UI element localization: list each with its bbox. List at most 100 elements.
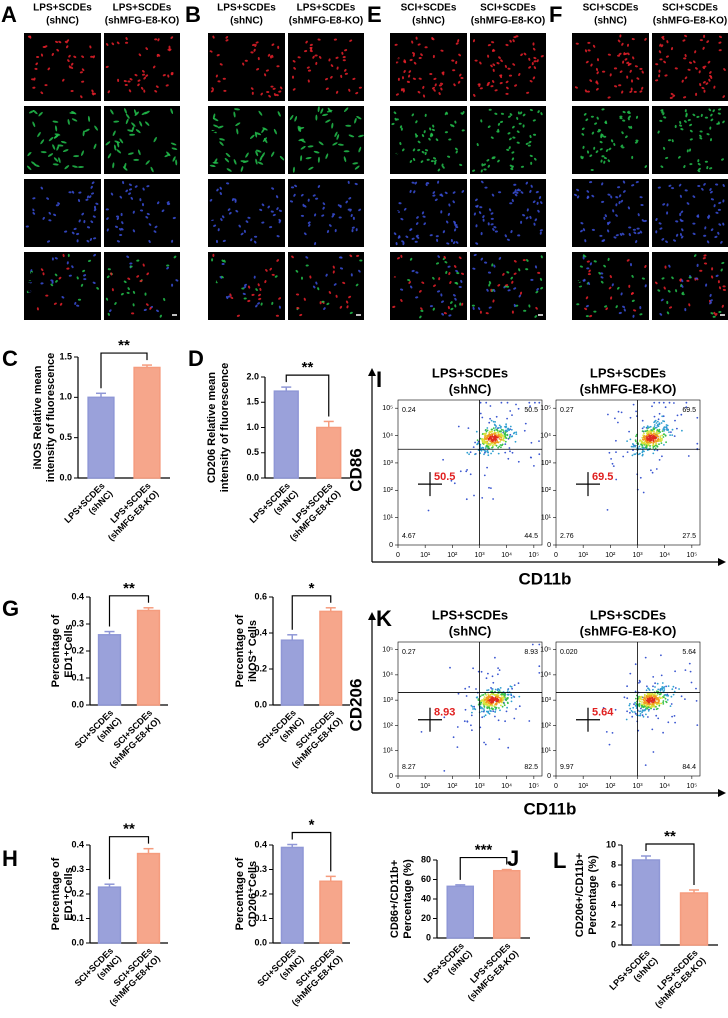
event [681,429,683,432]
event [646,438,649,441]
event [507,437,510,440]
cell [120,227,124,231]
event [538,440,540,442]
event [641,419,644,422]
cell [55,40,59,44]
cell [67,253,70,258]
event [653,449,656,452]
cell [477,307,481,311]
y-tick-label: 0 [426,932,431,942]
y-tick-label: 2 [611,919,616,929]
event [685,401,688,404]
event [653,696,656,699]
cell [445,270,448,274]
cell [512,136,516,139]
cell [514,189,517,193]
micrograph [104,252,180,320]
cell [450,301,453,304]
event [661,430,664,432]
event [632,706,635,709]
event [648,442,651,445]
cell [356,254,360,257]
cell [32,86,36,89]
event [644,764,647,766]
cell [129,133,136,136]
event [663,696,665,699]
event [632,449,634,451]
cell [343,156,347,163]
cell [411,40,414,44]
cell [490,223,494,226]
micrograph: ED1 [390,33,467,101]
cell [444,112,448,116]
x-tick-label: 10³ [474,783,485,790]
y-tick-label: 0.4 [71,591,84,601]
event [641,714,644,717]
event [486,696,488,699]
event [538,453,541,456]
event [648,698,651,700]
cell [320,108,324,114]
plot-frame [397,641,543,777]
cell [421,281,425,284]
cell [579,265,583,268]
cell [307,69,312,72]
cell [593,260,597,263]
micrograph [288,106,364,174]
cell [91,181,95,185]
cell [718,310,722,314]
cell [674,124,677,129]
cell [349,254,353,258]
cell [578,285,582,288]
cell [451,59,455,62]
event [664,434,667,437]
event [488,707,491,710]
event [652,434,655,437]
cell [145,47,148,50]
cell [210,218,214,221]
event [652,447,655,449]
event [494,715,496,718]
event [499,687,502,689]
error-bar [323,420,334,428]
cell [211,129,217,134]
cell [448,272,451,276]
cell [582,279,586,282]
column-header: SCI+SCDEs [480,3,536,14]
cell [476,204,479,208]
y-axis-label: intensity of fluorescence [219,363,231,493]
cell [528,66,532,69]
y-tick-label: 0.3 [71,618,84,628]
cell [610,139,614,143]
y-tick-label: 10³ [383,697,394,704]
event [457,692,460,695]
event [493,435,496,438]
event [515,708,517,710]
event [645,701,647,703]
cell [335,56,339,59]
event [487,695,490,698]
event [502,696,505,698]
cell [71,231,75,235]
event [498,426,500,429]
cell [537,110,540,114]
cell [109,309,112,313]
cell [596,71,599,75]
cell [40,139,45,145]
panel-letter: E [367,2,382,27]
cell [508,137,512,141]
cell [697,162,701,166]
cell [622,60,625,64]
cell [598,271,601,275]
event [484,703,486,706]
cell [325,119,331,123]
cell [525,268,529,271]
event [656,420,659,423]
event [518,695,521,698]
event [638,445,641,448]
cell [58,157,61,164]
y-tick-label: 0.1 [254,913,267,923]
event [615,478,618,481]
cell [601,155,605,158]
event [662,731,664,734]
